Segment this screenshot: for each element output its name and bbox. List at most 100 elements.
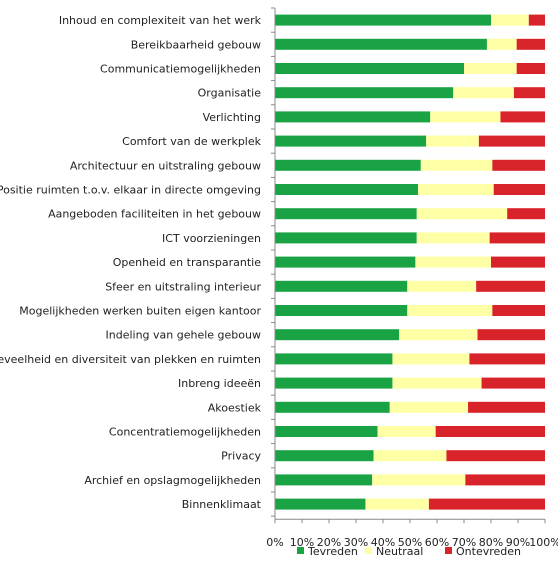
bar-ontevreden: [446, 450, 545, 462]
bar-ontevreden: [491, 256, 545, 268]
x-tick-label: 0%: [266, 536, 283, 549]
bar-ontevreden: [528, 14, 545, 26]
bar-ontevreden: [465, 474, 545, 486]
legend-swatch-ontevreden: [445, 547, 452, 554]
bar-tevreden: [275, 329, 400, 341]
category-label: Concentratiemogelijkheden: [109, 426, 261, 439]
legend-label-neutraal: Neutraal: [376, 545, 423, 558]
category-label: Verlichting: [203, 111, 261, 124]
bar-tevreden: [275, 426, 378, 437]
category-label: Inhoud en complexiteit van het werk: [59, 14, 262, 27]
bar-tevreden: [275, 63, 464, 74]
bar-tevreden: [275, 208, 417, 220]
category-label: Inbreng ideeën: [178, 377, 261, 390]
bar-neutraal: [464, 63, 517, 74]
bar-neutraal: [392, 377, 482, 389]
category-label: Indeling van gehele gebouw: [106, 329, 262, 342]
bar-ontevreden: [516, 38, 545, 50]
category-label: Bereikbaarheid gebouw: [131, 38, 261, 51]
bar-tevreden: [275, 498, 366, 510]
category-labels: Inhoud en complexiteit van het werk Berei…: [0, 14, 262, 511]
bar-neutraal: [377, 426, 436, 437]
bar-ontevreden: [428, 498, 545, 510]
legend-swatch-neutraal: [365, 547, 372, 554]
legend: Tevreden Neutraal Ontevreden: [297, 545, 521, 558]
bar-ontevreden: [435, 426, 545, 437]
bar-neutraal: [389, 401, 469, 413]
bar-neutraal: [430, 111, 501, 123]
category-label: Binnenklimaat: [182, 498, 262, 511]
bar-neutraal: [365, 498, 429, 510]
category-label: Aangeboden faciliteiten in het gebouw: [48, 208, 261, 221]
bar-tevreden: [275, 401, 390, 413]
bar-tevreden: [275, 232, 417, 244]
bar-tevreden: [275, 353, 393, 365]
bar-ontevreden: [478, 135, 545, 147]
bar-segments: [275, 14, 545, 510]
bar-ontevreden: [489, 232, 545, 244]
bar-ontevreden: [481, 377, 545, 389]
bar-tevreden: [275, 450, 374, 462]
bar-neutraal: [426, 135, 479, 147]
bar-tevreden: [275, 159, 421, 171]
bar-tevreden: [275, 87, 454, 99]
bar-neutraal: [372, 474, 466, 486]
category-label: Sfeer en uitstraling interieur: [105, 280, 261, 293]
bar-neutraal: [407, 305, 493, 316]
bar-tevreden: [275, 135, 427, 147]
bar-tevreden: [275, 474, 373, 486]
bar-tevreden: [275, 280, 408, 292]
x-tick-label: 100%: [529, 536, 558, 549]
category-label: Communicatiemogelijkheden: [100, 63, 261, 76]
bar-ontevreden: [468, 401, 545, 413]
bar-neutraal: [416, 232, 490, 244]
bar-neutraal: [453, 87, 514, 99]
bar-tevreden: [275, 38, 487, 50]
bar-neutraal: [491, 14, 529, 26]
category-label: Architectuur en uitstraling gebouw: [70, 159, 261, 172]
bar-ontevreden: [493, 184, 545, 195]
bar-ontevreden: [507, 208, 545, 220]
legend-swatch-tevreden: [297, 547, 304, 554]
bar-neutraal: [399, 329, 478, 341]
bar-neutraal: [392, 353, 470, 365]
bar-ontevreden: [492, 305, 545, 316]
bar-neutraal: [486, 38, 517, 50]
bar-neutraal: [416, 208, 508, 220]
bar-tevreden: [275, 111, 431, 123]
bar-tevreden: [275, 256, 416, 268]
x-tick-label: 30%: [344, 536, 368, 549]
x-axis: 0% 10% 20% 30% 40% 50% 60% 70% 80% 90% 100%: [266, 7, 558, 549]
x-tick-label: 80%: [479, 536, 503, 549]
bar-neutraal: [407, 280, 477, 292]
bar-tevreden: [275, 377, 393, 389]
bar-neutraal: [373, 450, 447, 462]
category-label: Akoestiek: [208, 401, 262, 414]
category-label: Comfort van de werkplek: [122, 135, 261, 148]
bar-tevreden: [275, 305, 408, 316]
category-label: Hoeveelheid en diversiteit van plekken e…: [0, 353, 261, 366]
category-label: ICT voorzieningen: [162, 232, 261, 245]
x-tick-label: 70%: [452, 536, 476, 549]
bar-ontevreden: [492, 159, 545, 171]
x-tick-label: 50%: [398, 536, 422, 549]
category-label: Openheid en transparantie: [113, 256, 261, 269]
category-label: Privacy: [221, 450, 261, 463]
x-tick-label: 60%: [425, 536, 449, 549]
bar-ontevreden: [477, 329, 545, 341]
category-label: Organisatie: [198, 87, 262, 100]
category-label: Positie ruimten t.o.v. elkaar in directe…: [0, 184, 261, 197]
x-tick-label: 20%: [317, 536, 341, 549]
bar-tevreden: [275, 14, 491, 26]
bar-ontevreden: [469, 353, 545, 365]
bar-ontevreden: [476, 280, 545, 292]
category-label: Archief en opslagmogelijkheden: [84, 474, 261, 487]
bar-neutraal: [420, 159, 493, 171]
bar-ontevreden: [513, 87, 545, 99]
bar-neutraal: [415, 256, 491, 268]
legend-label-ontevreden: Ontevreden: [456, 545, 521, 558]
bar-ontevreden: [516, 63, 545, 74]
legend-label-tevreden: Tevreden: [307, 545, 358, 558]
bar-ontevreden: [500, 111, 545, 123]
